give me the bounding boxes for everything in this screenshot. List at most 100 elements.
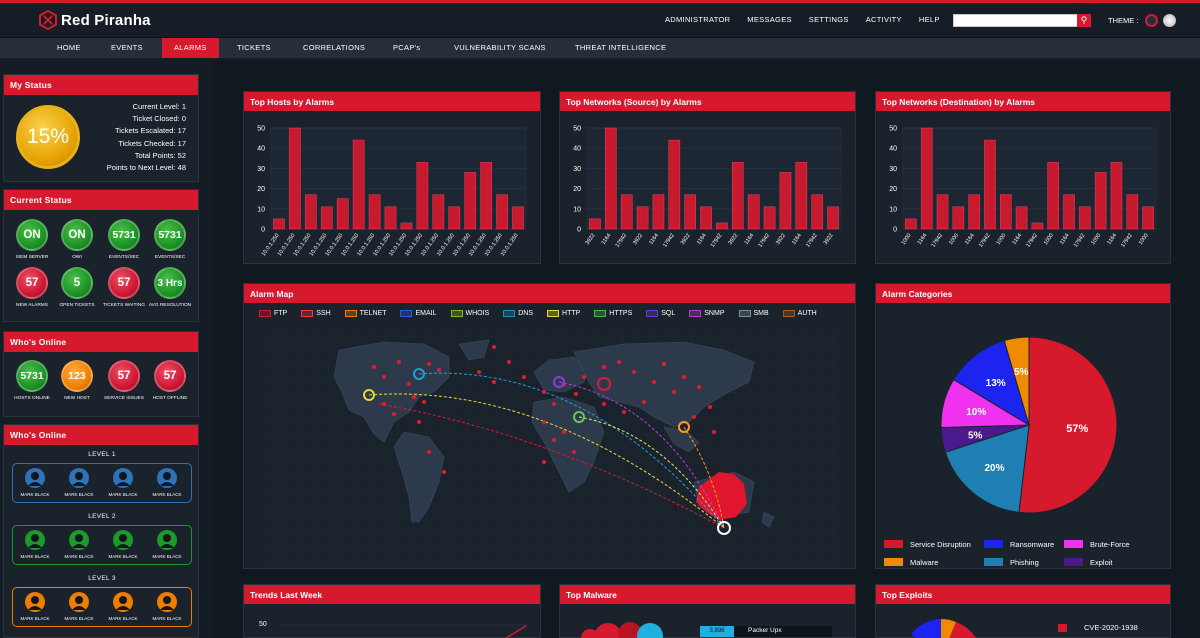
bar[interactable] bbox=[1110, 162, 1123, 230]
map-legend-item[interactable]: EMAIL bbox=[400, 310, 437, 317]
map-legend-item[interactable]: HTTPS bbox=[594, 310, 632, 317]
map-legend-item[interactable]: FTP bbox=[259, 310, 287, 317]
tab-home[interactable]: HOME bbox=[57, 43, 81, 52]
map-legend-item[interactable]: DNS bbox=[503, 310, 533, 317]
bar[interactable] bbox=[1031, 222, 1044, 230]
bar[interactable] bbox=[464, 172, 477, 230]
pie-slice[interactable] bbox=[1018, 336, 1118, 514]
bar[interactable] bbox=[320, 206, 333, 230]
map-legend-item[interactable]: AUTH bbox=[782, 310, 817, 317]
user-avatar-icon[interactable] bbox=[157, 530, 177, 550]
open-tickets-status[interactable]: 5 bbox=[61, 267, 93, 299]
bar[interactable] bbox=[968, 194, 980, 230]
bar[interactable] bbox=[716, 222, 728, 230]
user-avatar-icon[interactable] bbox=[25, 592, 45, 612]
user-avatar-icon[interactable] bbox=[157, 592, 177, 612]
map-legend-item[interactable]: SQL bbox=[646, 310, 675, 317]
user-avatar-icon[interactable] bbox=[69, 468, 89, 488]
nav-settings[interactable]: SETTINGS bbox=[808, 15, 849, 24]
pie-slice[interactable] bbox=[944, 424, 1030, 513]
bar[interactable] bbox=[1142, 206, 1154, 230]
tab-tickets[interactable]: TICKETS bbox=[237, 43, 271, 52]
bar[interactable] bbox=[700, 206, 712, 230]
bar[interactable] bbox=[289, 127, 301, 230]
bar[interactable] bbox=[652, 194, 665, 230]
bar[interactable] bbox=[416, 162, 429, 230]
nav-activity[interactable]: ACTIVITY bbox=[865, 15, 902, 24]
bar[interactable] bbox=[936, 194, 949, 230]
new-alarms-status[interactable]: 57 bbox=[16, 267, 48, 299]
bar[interactable] bbox=[605, 127, 617, 230]
bar[interactable] bbox=[905, 218, 917, 230]
bar[interactable] bbox=[1015, 206, 1028, 230]
bar[interactable] bbox=[368, 194, 381, 230]
user-avatar-icon[interactable] bbox=[157, 468, 177, 488]
tab-threat-intelligence[interactable]: THREAT INTELLIGENCE bbox=[575, 43, 667, 52]
tab-correlations[interactable]: CORRELATIONS bbox=[303, 43, 366, 52]
bar[interactable] bbox=[920, 127, 933, 230]
nav-messages[interactable]: MESSAGES bbox=[747, 15, 792, 24]
user-avatar-icon[interactable] bbox=[69, 592, 89, 612]
host-offline-status[interactable]: 57 bbox=[154, 360, 186, 392]
bar[interactable] bbox=[827, 206, 839, 230]
map-legend-item[interactable]: SMB bbox=[738, 310, 769, 317]
service-issues-status[interactable]: 57 bbox=[108, 360, 140, 392]
tab-alarms[interactable]: ALARMS bbox=[162, 38, 219, 58]
bar[interactable] bbox=[1063, 194, 1075, 230]
owi-status[interactable]: ON bbox=[61, 219, 93, 251]
bar[interactable] bbox=[1047, 162, 1060, 230]
bar[interactable] bbox=[1079, 206, 1091, 230]
map-legend-item[interactable]: HTTP bbox=[547, 310, 580, 317]
bar[interactable] bbox=[747, 194, 760, 230]
bar[interactable] bbox=[984, 139, 996, 230]
bar[interactable] bbox=[999, 194, 1012, 230]
bar[interactable] bbox=[480, 162, 492, 230]
bar[interactable] bbox=[811, 194, 823, 230]
siem-server-status[interactable]: ON bbox=[16, 219, 48, 251]
events-sec-status[interactable]: 5731 bbox=[108, 219, 140, 251]
bar[interactable] bbox=[779, 172, 792, 230]
user-avatar-icon[interactable] bbox=[25, 468, 45, 488]
bar[interactable] bbox=[668, 139, 681, 230]
bar[interactable] bbox=[384, 206, 397, 230]
pie-slice[interactable] bbox=[1003, 336, 1030, 426]
bar[interactable] bbox=[636, 206, 649, 230]
user-avatar-icon[interactable] bbox=[25, 530, 45, 550]
avg-resolution-status[interactable]: 3 Hrs bbox=[154, 267, 186, 299]
bar[interactable] bbox=[273, 218, 285, 230]
theme-light-toggle[interactable] bbox=[1163, 14, 1176, 27]
user-avatar-icon[interactable] bbox=[113, 468, 133, 488]
new-host-status[interactable]: 123 bbox=[61, 360, 93, 392]
events-sec-status-2[interactable]: 5731 bbox=[154, 219, 186, 251]
bar[interactable] bbox=[305, 194, 317, 230]
map-legend-item[interactable]: TELNET bbox=[344, 310, 386, 317]
search-input[interactable]: ⚲ bbox=[953, 14, 1091, 27]
bar[interactable] bbox=[732, 162, 744, 230]
user-avatar-icon[interactable] bbox=[113, 592, 133, 612]
bar[interactable] bbox=[448, 206, 461, 230]
bar[interactable] bbox=[763, 206, 776, 230]
app-logo[interactable]: Red Piranha bbox=[38, 10, 151, 30]
bar[interactable] bbox=[1126, 194, 1139, 230]
search-icon[interactable]: ⚲ bbox=[1077, 14, 1091, 27]
bar[interactable] bbox=[620, 194, 633, 230]
tickets-waiting-status[interactable]: 57 bbox=[108, 267, 140, 299]
bar[interactable] bbox=[589, 218, 601, 230]
tab-vulnerability-scans[interactable]: VULNERABILITY SCANS bbox=[454, 43, 546, 52]
map-legend-item[interactable]: SSH bbox=[301, 310, 331, 317]
map-legend-item[interactable]: SNMP bbox=[689, 310, 725, 317]
nav-administrator[interactable]: ADMINISTRATOR bbox=[665, 15, 731, 24]
bar[interactable] bbox=[952, 206, 965, 230]
bar[interactable] bbox=[336, 198, 349, 230]
user-avatar-icon[interactable] bbox=[113, 530, 133, 550]
tab-events[interactable]: EVENTS bbox=[111, 43, 143, 52]
bar[interactable] bbox=[1094, 172, 1107, 230]
bar[interactable] bbox=[400, 222, 413, 230]
hosts-online-status[interactable]: 5731 bbox=[16, 360, 48, 392]
bar[interactable] bbox=[352, 139, 365, 230]
tab-pcaps[interactable]: PCAP's bbox=[393, 43, 421, 52]
bar[interactable] bbox=[432, 194, 445, 230]
user-avatar-icon[interactable] bbox=[69, 530, 89, 550]
bar[interactable] bbox=[496, 194, 508, 230]
map-legend-item[interactable]: WHOIS bbox=[450, 310, 489, 317]
